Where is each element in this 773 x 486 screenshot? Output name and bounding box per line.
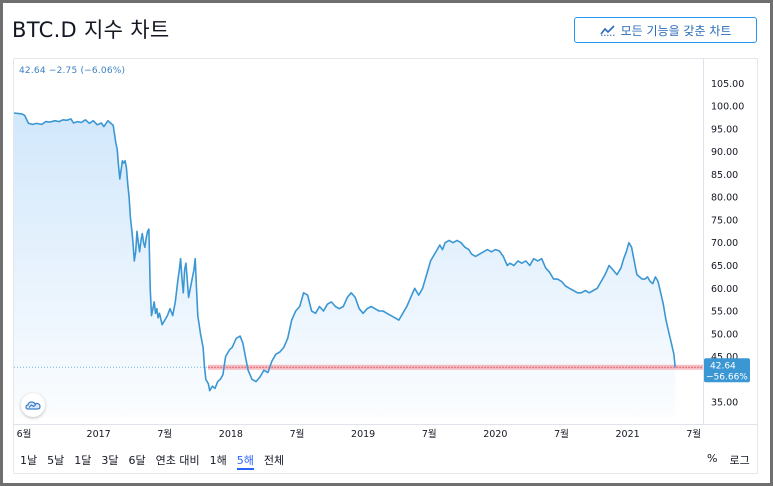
y-tick-label: 50.00 (711, 329, 738, 340)
x-tick-label: 7월 (422, 428, 437, 440)
percent-scale-toggle[interactable]: % (707, 452, 718, 465)
x-tick-label: 7월 (157, 428, 172, 440)
log-scale-toggle[interactable]: 로그 (729, 454, 750, 467)
timeframe-button[interactable]: 3달 (101, 454, 119, 467)
y-tick-label: 80.00 (711, 193, 738, 204)
y-tick-label: 105.00 (711, 79, 744, 90)
tradingview-cloud-icon[interactable] (21, 393, 45, 417)
y-tick-label: 70.00 (711, 238, 738, 249)
x-tick-label: 7월 (686, 428, 701, 440)
series-line (13, 112, 676, 392)
full-featured-chart-button[interactable]: 모든 기능을 갖춘 차트 (574, 17, 757, 43)
y-tick-label: 45.00 (711, 352, 738, 363)
y-tick-label: 75.00 (711, 215, 738, 226)
timeframe-button[interactable]: 5해 (236, 452, 254, 470)
y-tick-label: 65.00 (711, 261, 738, 272)
y-tick-label: 85.00 (711, 170, 738, 181)
scale-controls: % 로그 (707, 452, 750, 468)
y-tick-label: 60.00 (711, 284, 738, 295)
x-tick-label: 7월 (290, 428, 305, 440)
timeframe-button[interactable]: 연초 대비 (155, 454, 200, 467)
y-tick-label: 95.00 (711, 124, 738, 135)
x-tick-label: 7월 (554, 428, 569, 440)
price-badge (704, 358, 750, 383)
timeframe-button[interactable]: 전체 (263, 454, 285, 467)
y-tick-label: 55.00 (711, 307, 738, 318)
page-title: BTC.D 지수 차트 (12, 18, 170, 42)
series-area-fill (14, 113, 676, 418)
full-featured-chart-label: 모든 기능을 갖춘 차트 (620, 23, 732, 38)
y-tick-label: 90.00 (711, 147, 738, 158)
y-tick-label: 35.00 (711, 398, 738, 409)
x-tick-label: 2021 (616, 429, 640, 440)
x-tick-label: 2018 (219, 429, 243, 440)
timeframe-button[interactable]: 6달 (128, 454, 146, 467)
timeframe-button[interactable]: 1날 (20, 454, 38, 467)
x-tick-label: 2020 (483, 429, 507, 440)
timeframe-button[interactable]: 1해 (209, 454, 227, 467)
timeframe-button[interactable]: 5날 (47, 454, 65, 467)
chart-legend: 42.64 −2.75 (−6.06%) (19, 66, 126, 76)
x-tick-label: 2019 (351, 429, 375, 440)
x-tick-label: 6월 (17, 428, 32, 440)
x-tick-label: 2017 (87, 429, 111, 440)
timeframe-selector: 1날 5날 1달 3달 6달 연초 대비 1해 5해 전체 (20, 452, 294, 470)
chart-line-icon (599, 25, 615, 36)
price-badge-change: −56.66% (706, 372, 748, 382)
price-badge-value: 42.64 (710, 361, 736, 371)
y-tick-label: 100.00 (711, 102, 744, 113)
timeframe-button[interactable]: 1달 (74, 454, 92, 467)
